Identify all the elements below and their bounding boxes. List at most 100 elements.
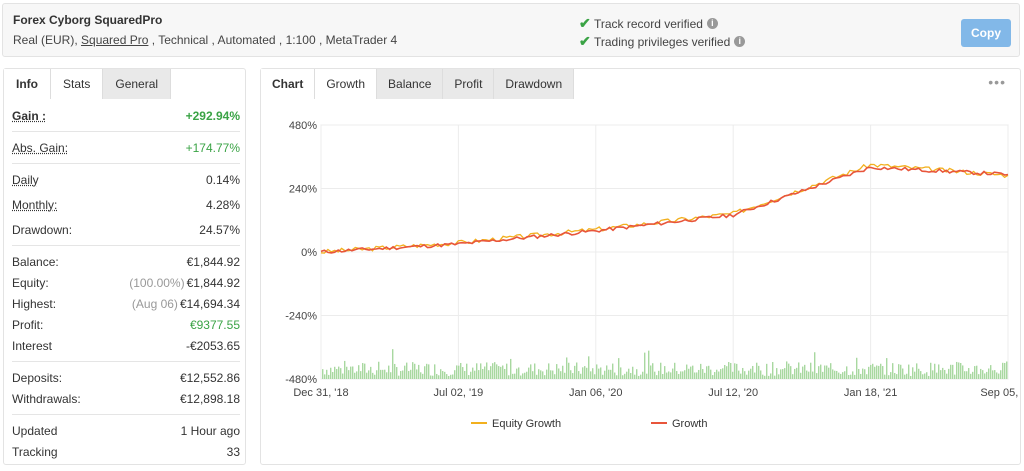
highest-value: €14,694.34 bbox=[179, 296, 240, 311]
stat-profit: Profit: €9377.55 bbox=[12, 314, 240, 335]
monthly-label[interactable]: Monthly: bbox=[12, 197, 58, 212]
volume-bar bbox=[438, 375, 440, 379]
tab-growth[interactable]: Growth bbox=[315, 69, 378, 99]
abs-gain-value: +174.77% bbox=[185, 140, 240, 155]
volume-bar bbox=[454, 370, 456, 379]
x-tick-label: Sep 05, '21 bbox=[980, 387, 1020, 399]
volume-bar bbox=[828, 367, 830, 379]
tab-balance[interactable]: Balance bbox=[377, 69, 444, 99]
volume-bar bbox=[822, 371, 824, 379]
volume-bar bbox=[706, 366, 708, 379]
volume-bar bbox=[684, 370, 686, 379]
volume-bar bbox=[938, 364, 940, 379]
interest-value: -€2053.65 bbox=[185, 338, 240, 353]
volume-bar bbox=[572, 373, 574, 379]
volume-bar bbox=[964, 371, 966, 379]
equity-percent: (100.00%) bbox=[129, 275, 185, 290]
volume-bar bbox=[804, 364, 806, 379]
volume-bar bbox=[424, 366, 426, 379]
volume-bar bbox=[456, 365, 458, 379]
more-options-icon[interactable]: ••• bbox=[988, 74, 1006, 90]
volume-bar bbox=[540, 370, 542, 379]
copy-button[interactable]: Copy bbox=[961, 19, 1011, 47]
volume-bar bbox=[478, 370, 480, 379]
divider bbox=[12, 131, 240, 132]
volume-bar bbox=[380, 369, 382, 379]
volume-bar bbox=[348, 370, 350, 379]
volume-bar bbox=[582, 367, 584, 379]
legend-label: Growth bbox=[672, 418, 707, 430]
volume-bar bbox=[716, 369, 718, 379]
stat-equity: Equity: (100.00%) €1,844.92 bbox=[12, 272, 240, 293]
tab-general[interactable]: General bbox=[103, 69, 172, 99]
stats-panel: Info Stats General Gain : +292.94% Abs. … bbox=[3, 68, 246, 465]
volume-bar bbox=[988, 368, 990, 379]
volume-bar bbox=[550, 370, 552, 379]
volume-bar bbox=[826, 365, 828, 379]
balance-value: €1,844.92 bbox=[186, 254, 240, 269]
volume-bar bbox=[552, 370, 554, 379]
updated-label: Updated bbox=[12, 423, 58, 438]
volume-bar bbox=[542, 371, 544, 379]
monthly-value: 4.28% bbox=[205, 197, 240, 212]
daily-label[interactable]: Daily bbox=[12, 172, 39, 187]
volume-bar bbox=[832, 369, 834, 379]
volume-bar bbox=[930, 362, 932, 379]
volume-bar bbox=[422, 373, 424, 379]
volume-bar bbox=[538, 369, 540, 379]
volume-bar bbox=[842, 372, 844, 379]
volume-bar bbox=[404, 365, 406, 379]
volume-bar bbox=[448, 375, 450, 379]
tab-info[interactable]: Info bbox=[4, 69, 51, 99]
volume-bar bbox=[624, 373, 626, 379]
volume-bar bbox=[544, 375, 546, 379]
volume-bar bbox=[934, 363, 936, 379]
volume-bar bbox=[868, 366, 870, 379]
tab-profit[interactable]: Profit bbox=[443, 69, 495, 99]
tab-chart[interactable]: Chart bbox=[261, 69, 316, 99]
interest-label: Interest bbox=[12, 338, 53, 353]
volume-bar bbox=[966, 371, 968, 379]
info-icon[interactable]: i bbox=[706, 18, 718, 29]
volume-bar bbox=[928, 375, 930, 379]
volume-bar bbox=[602, 374, 604, 379]
abs-gain-label[interactable]: Abs. Gain: bbox=[12, 140, 69, 155]
volume-bar bbox=[738, 370, 740, 379]
info-icon[interactable]: i bbox=[734, 36, 746, 47]
gain-label[interactable]: Gain : bbox=[12, 108, 47, 123]
volume-bar bbox=[1004, 362, 1006, 379]
stat-drawdown: Drawdown: 24.57% bbox=[12, 219, 240, 240]
volume-bar bbox=[604, 370, 606, 379]
chart-panel: Chart Growth Balance Profit Drawdown •••… bbox=[260, 68, 1021, 465]
volume-bar bbox=[816, 373, 818, 379]
balance-label: Balance: bbox=[12, 254, 59, 269]
track-record-verified: ✔ Track record verified i bbox=[579, 15, 718, 32]
equity-label: Equity: bbox=[12, 275, 49, 290]
volume-bar bbox=[488, 370, 490, 379]
volume-bar bbox=[536, 374, 538, 379]
volume-bar bbox=[560, 371, 562, 379]
volume-bar bbox=[568, 362, 570, 379]
system-link[interactable]: Squared Pro bbox=[81, 33, 149, 47]
y-tick-label: 0% bbox=[301, 247, 317, 259]
volume-bar bbox=[628, 368, 630, 379]
volume-bar bbox=[728, 362, 730, 379]
volume-bar bbox=[630, 372, 632, 379]
volume-bar bbox=[952, 364, 954, 379]
tab-stats[interactable]: Stats bbox=[51, 69, 104, 99]
tab-drawdown[interactable]: Drawdown bbox=[494, 69, 575, 99]
volume-bar bbox=[562, 365, 564, 379]
volume-bar bbox=[414, 363, 416, 379]
volume-bar bbox=[990, 365, 992, 379]
volume-bar bbox=[636, 369, 638, 379]
volume-bar bbox=[948, 368, 950, 379]
volume-bar bbox=[532, 371, 534, 379]
volume-bar bbox=[840, 373, 842, 379]
gain-value: +292.94% bbox=[185, 108, 240, 123]
volume-bar bbox=[812, 371, 814, 379]
volume-bar bbox=[644, 352, 646, 379]
volume-bar bbox=[370, 366, 372, 379]
volume-bar bbox=[364, 363, 366, 379]
volume-bar bbox=[596, 364, 598, 379]
volume-bar bbox=[650, 365, 652, 379]
